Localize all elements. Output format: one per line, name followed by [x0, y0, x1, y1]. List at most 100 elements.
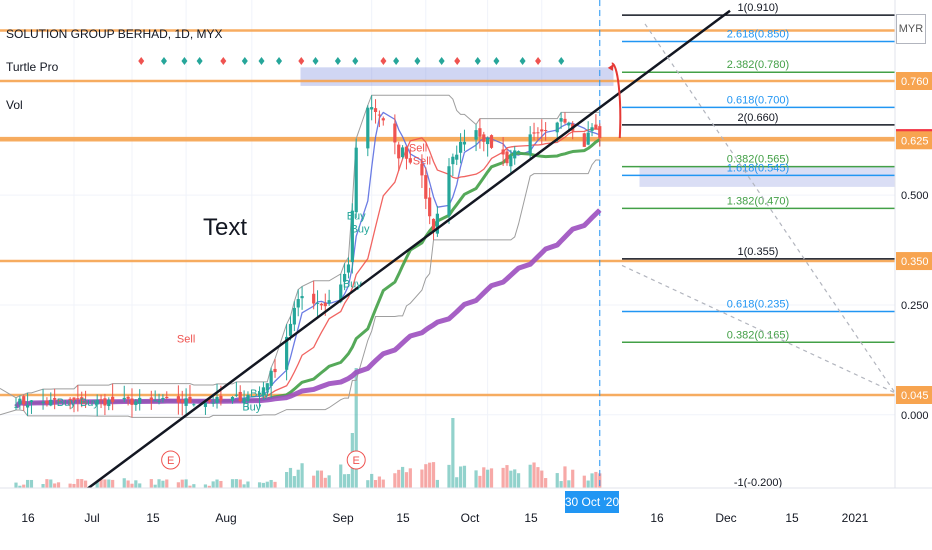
volume-label[interactable]: Vol	[6, 98, 23, 112]
price-tick-label: 0.500	[901, 190, 929, 202]
turtle-marker	[414, 57, 421, 65]
volume-bar	[18, 485, 22, 488]
red-arrowhead	[607, 63, 614, 71]
candle-body	[555, 122, 559, 133]
volume-bar	[261, 482, 266, 488]
candle-body	[288, 323, 293, 336]
volume-bar	[126, 480, 130, 488]
candle-body	[536, 132, 540, 134]
volume-bar	[80, 479, 84, 488]
volume-bar	[354, 368, 358, 488]
indicator-label[interactable]: Turtle Pro	[6, 60, 59, 74]
volume-bar	[72, 483, 76, 488]
turtle-marker	[181, 57, 188, 65]
price-tick-label: 0.625	[901, 135, 929, 147]
candle-body	[478, 128, 482, 137]
candle-body	[451, 156, 455, 165]
candle-body	[203, 402, 208, 407]
volume-bar	[571, 469, 575, 488]
price-tick-label: 0.760	[901, 76, 929, 88]
trendlines[interactable]	[59, 9, 896, 511]
volume-bar	[458, 466, 463, 488]
candle-body	[505, 151, 509, 164]
candle-body	[68, 398, 72, 401]
time-tick-label: 15	[396, 511, 410, 525]
fibonacci-extension[interactable]: 1(0.910) 2.618(0.850) 2.382(0.780) 0.618(0.…	[622, 2, 895, 489]
candle-body	[41, 401, 45, 403]
candle-body	[381, 118, 385, 121]
turtle-marker	[493, 57, 500, 65]
volume-bar	[161, 480, 165, 488]
volume-bar	[586, 480, 590, 488]
volume-bar	[536, 467, 540, 488]
candle-body	[207, 399, 211, 402]
candle-body	[513, 150, 517, 159]
turtle-marker	[196, 57, 203, 65]
candle-body	[528, 134, 532, 154]
volume-bar	[478, 475, 482, 488]
fib-level-label: 2(0.660)	[738, 112, 779, 124]
volume-bar	[83, 480, 88, 488]
volume-bar	[68, 483, 72, 488]
candle-body	[25, 404, 30, 408]
candle-body	[586, 132, 590, 145]
volume-bar	[25, 479, 30, 488]
turtle-marker	[352, 57, 359, 65]
volume-bar	[544, 478, 548, 488]
volume-bar	[122, 478, 126, 488]
time-tick-label: Dec	[715, 511, 736, 525]
volume-bar	[246, 481, 250, 488]
price-tag-bg	[896, 386, 932, 404]
text-annotation[interactable]: Text	[203, 214, 248, 241]
fib-level-label: 0.618(0.700)	[727, 94, 789, 106]
earnings-label: E	[353, 455, 360, 467]
time-axis[interactable]: 16 Jul 15 Aug Sep 15 Oct 15 30 Oct '20 16 Dec 15 202…	[0, 487, 932, 550]
ma-long	[14, 208, 602, 409]
volume-bar	[509, 470, 513, 488]
fib-level-label: 1.618(0.545)	[727, 162, 789, 174]
volume-bar	[192, 484, 196, 488]
candle-body	[234, 394, 238, 396]
price-tag-bg	[896, 131, 932, 150]
turtle-marker	[138, 57, 145, 65]
volume-bar	[431, 462, 436, 488]
volume-bar	[455, 477, 459, 488]
volume-bar	[513, 469, 517, 488]
candle-body	[482, 134, 486, 142]
resistance-zone	[300, 67, 614, 86]
volume-bar	[401, 466, 405, 488]
channel-upper	[0, 94, 600, 399]
candle-body	[257, 392, 262, 395]
currency-badge[interactable]: MYR	[896, 14, 926, 44]
turtle-marker	[519, 57, 526, 65]
volume-bar	[14, 482, 18, 488]
candle-body	[474, 130, 478, 140]
candle-body	[83, 402, 88, 404]
candle-body	[343, 273, 347, 282]
candle-body	[350, 210, 354, 262]
fib-level-label: 0.618(0.235)	[727, 299, 789, 311]
signal-label: Buy	[343, 278, 362, 290]
ma-mid	[15, 128, 600, 408]
volume-bar	[474, 470, 478, 488]
turtle-marker	[160, 57, 167, 65]
candle-body	[509, 156, 513, 167]
candle-body	[431, 218, 436, 232]
turtle-marker	[558, 57, 565, 65]
candle-body	[567, 122, 571, 126]
volume-bar	[95, 482, 99, 488]
turtle-marker	[454, 57, 461, 65]
volume-bar	[292, 476, 296, 488]
volume-bar	[516, 473, 521, 488]
horizontal-levels[interactable]	[0, 0, 895, 488]
turtle-marker	[241, 57, 248, 65]
volume-bar	[540, 470, 544, 488]
turtle-marker	[276, 57, 283, 65]
volume-bar	[103, 479, 107, 488]
signal-label: Sell	[409, 142, 427, 154]
volume-bar	[184, 479, 188, 488]
candle-body	[373, 108, 378, 113]
